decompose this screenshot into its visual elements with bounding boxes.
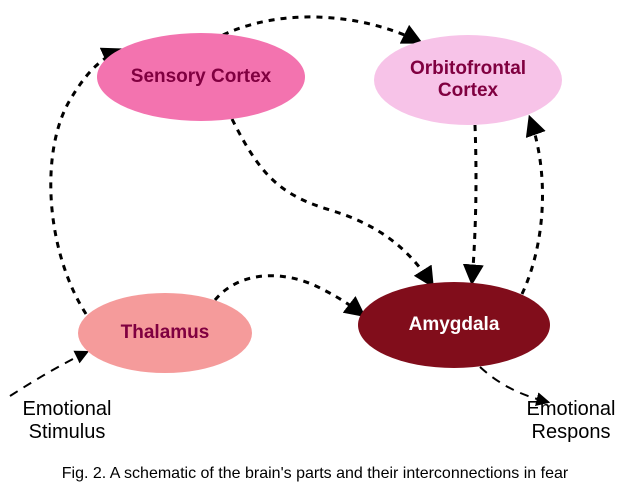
- node-label-sensory-cortex: Sensory Cortex: [125, 66, 277, 88]
- label-emotional-response: Emotional Respons: [516, 398, 626, 444]
- label-emotional-stimulus: Emotional Stimulus: [12, 398, 122, 444]
- node-thalamus: Thalamus: [78, 293, 252, 373]
- node-sensory-cortex: Sensory Cortex: [97, 33, 305, 121]
- edge-sensorycortex-amygdala: [232, 119, 432, 285]
- node-amygdala: Amygdala: [358, 282, 550, 368]
- edge-amygdala-orbitofrontal: [522, 118, 542, 294]
- edge-stimulus-thalamus: [10, 352, 87, 396]
- edge-thalamus-amygdala: [215, 276, 363, 315]
- edge-amygdala-response: [480, 367, 548, 402]
- node-label-amygdala: Amygdala: [403, 314, 506, 336]
- diagram-canvas: Sensory Cortex Orbitofrontal Cortex Thal…: [0, 0, 630, 500]
- node-label-thalamus: Thalamus: [115, 322, 216, 344]
- figure-caption: Fig. 2. A schematic of the brain's parts…: [20, 465, 610, 483]
- node-orbitofrontal-cortex: Orbitofrontal Cortex: [374, 35, 562, 125]
- edge-orbitofrontal-amygdala: [472, 125, 476, 282]
- node-label-orbitofrontal-cortex: Orbitofrontal Cortex: [404, 58, 532, 102]
